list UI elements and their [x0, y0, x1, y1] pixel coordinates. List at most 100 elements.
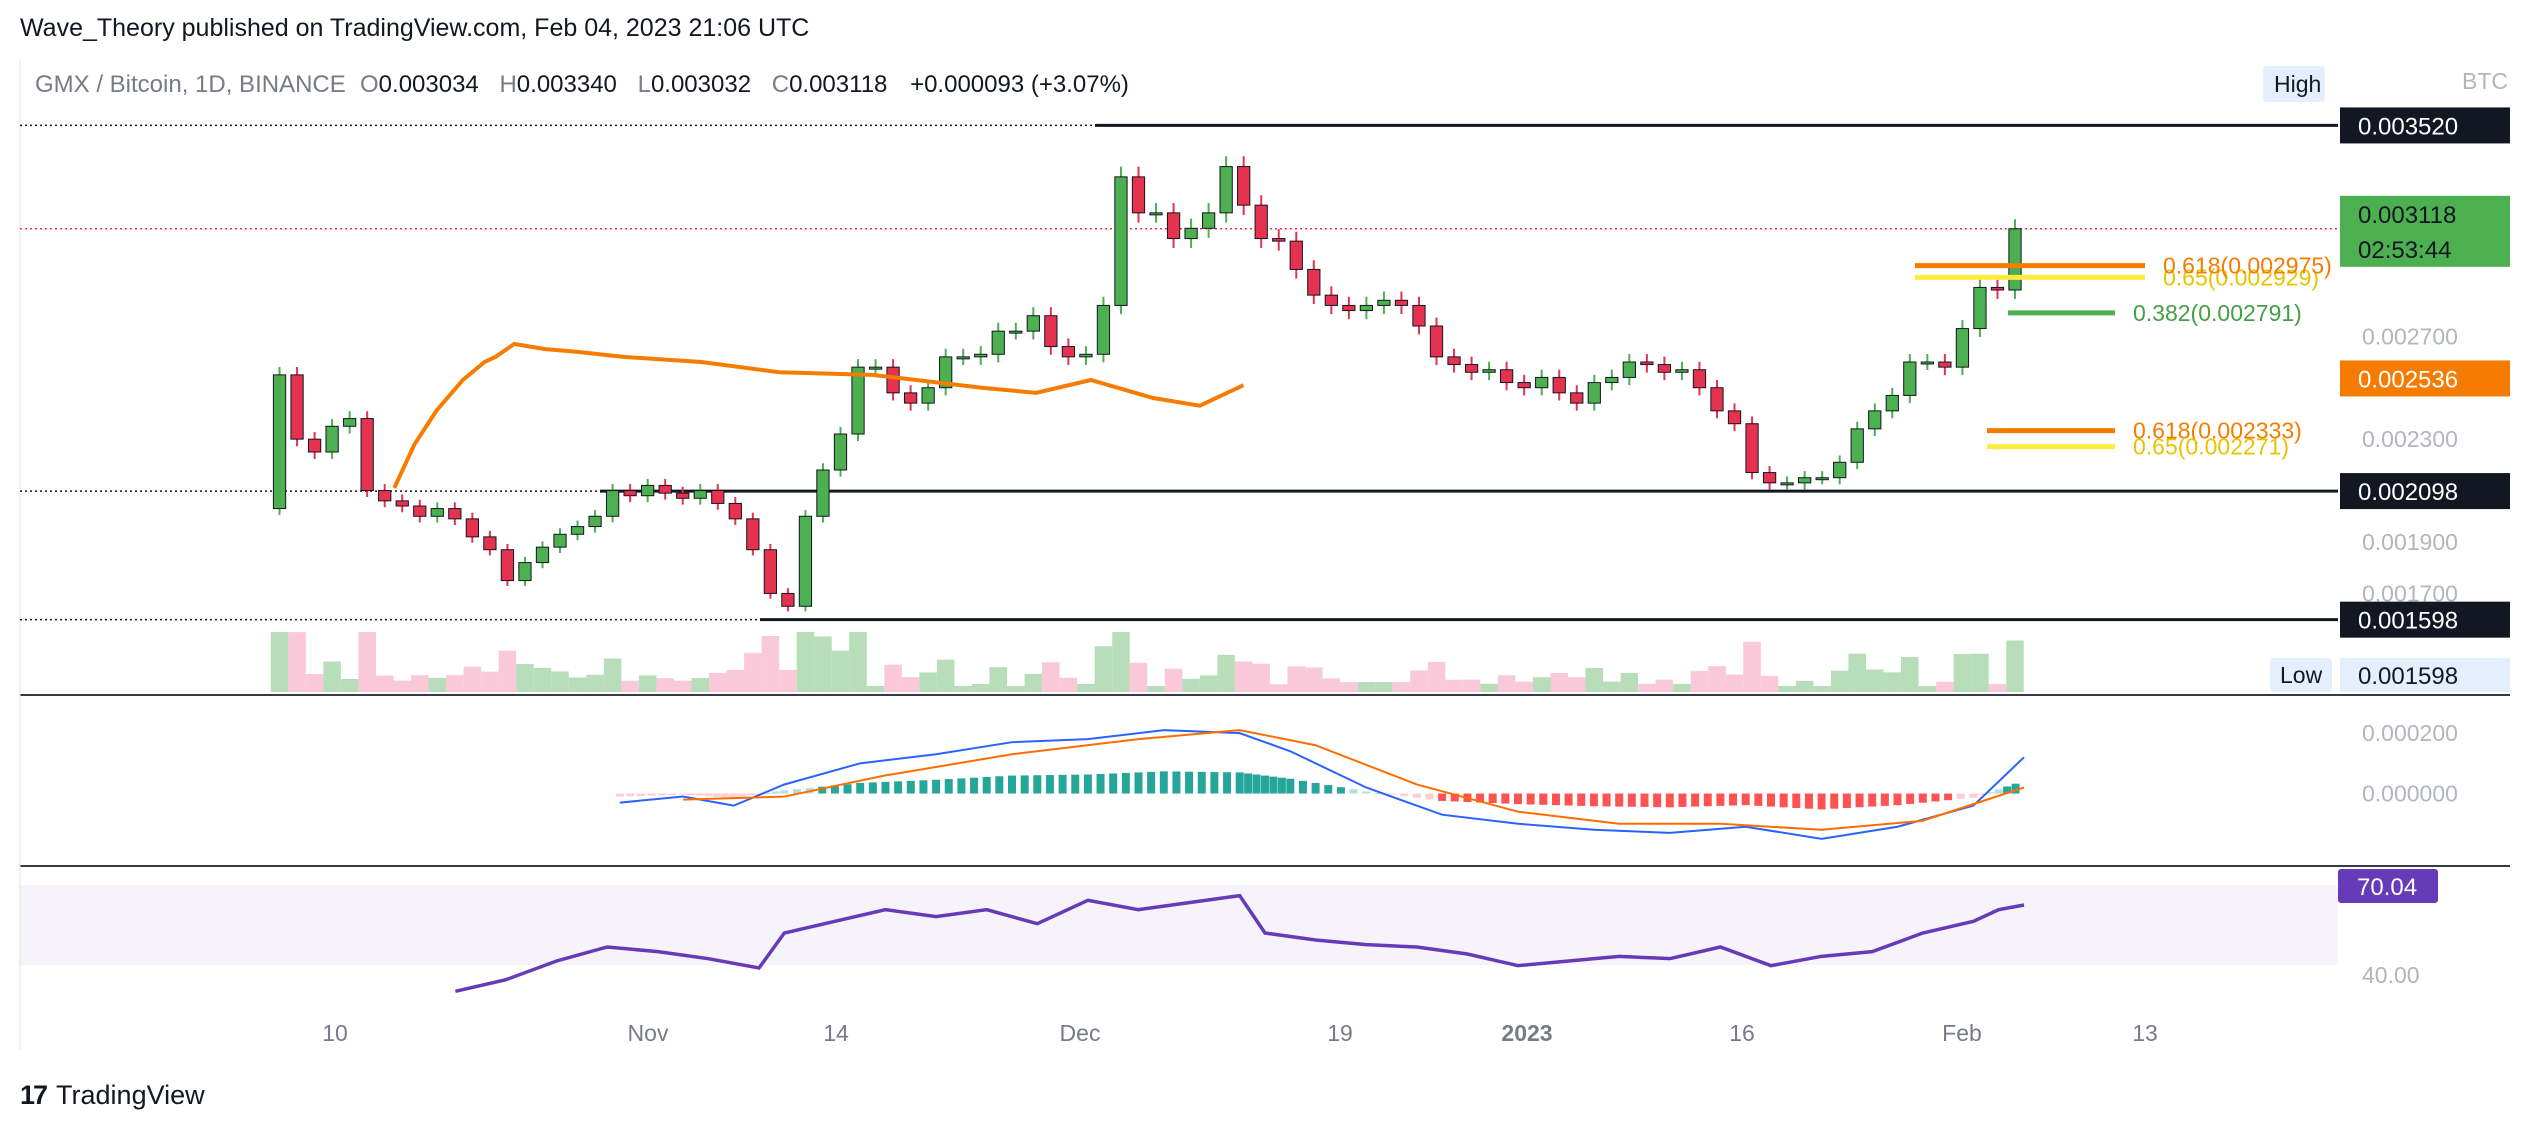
volume-bar [533, 667, 552, 692]
low-value-box [2340, 658, 2510, 692]
macd-histogram-bar [1716, 793, 1725, 806]
candle-body [360, 418, 374, 492]
volume-bar [463, 666, 482, 692]
macd-histogram-bar [1640, 793, 1649, 807]
tradingview-mark-icon: 17 [20, 1080, 48, 1110]
volume-bar [831, 650, 850, 692]
macd-histogram-bar [1526, 793, 1535, 805]
macd-histogram-bar [1893, 793, 1902, 806]
macd-histogram-bar [1298, 780, 1307, 794]
macd-histogram-bar [1741, 793, 1750, 806]
volume-bar [691, 678, 710, 692]
macd-histogram-bar [982, 776, 991, 794]
rsi-value-box [2338, 869, 2438, 903]
macd-histogram-bar [1185, 771, 1194, 794]
macd-histogram-bar [1412, 793, 1421, 798]
candle-body [1920, 361, 1934, 365]
volume-bar [270, 632, 289, 692]
candle-body [1535, 376, 1549, 389]
volume-bar [1550, 673, 1568, 692]
volume-bar [393, 680, 412, 692]
ema-line [392, 341, 1245, 489]
macd-histogram-bar [626, 793, 635, 797]
time-tick: 16 [1729, 1020, 1755, 1046]
macd-histogram-bar [679, 793, 688, 795]
candle-body [1009, 330, 1023, 334]
candle-body [641, 484, 655, 497]
macd-histogram-bar [1311, 782, 1320, 794]
candle-body [1482, 369, 1496, 373]
macd-histogram-bar [1058, 774, 1067, 794]
price-scale[interactable]: BTCHigh0.0027000.0023000.0019000.0017000… [2263, 66, 2510, 988]
macd-histogram-bar [1691, 793, 1700, 807]
macd-histogram-bar [1779, 793, 1788, 808]
rsi-pane [455, 893, 2025, 994]
candle-body [1254, 204, 1268, 240]
candle-body [1061, 346, 1076, 358]
macd-histogram-bar [1336, 787, 1345, 794]
macd-histogram-bar [1830, 793, 1839, 809]
volume-bar [1410, 670, 1428, 692]
candle-body [1342, 304, 1356, 312]
candle-body [974, 353, 988, 358]
macd-histogram-bar [1665, 793, 1674, 808]
horizontal-levels [20, 123, 2338, 622]
macd-histogram-bar [1387, 793, 1396, 795]
volume-bar [586, 674, 604, 692]
macd-histogram-bar [615, 793, 624, 797]
candle-body [658, 484, 672, 494]
price-label-box [2340, 195, 2510, 232]
time-axis[interactable]: 10 Nov 14 Dec 19 2023 16 Feb 13 [322, 1020, 2158, 1046]
volume-bar [1007, 686, 1025, 692]
price-label: 0.003520 [2358, 113, 2458, 140]
volume-bar [1988, 684, 2007, 692]
publish-info: Wave_Theory published on TradingView.com… [20, 14, 810, 42]
volume-bar [1883, 672, 1902, 692]
rsi-line [455, 893, 2025, 994]
volume-bar [446, 675, 464, 692]
candle-body [1938, 361, 1952, 368]
candle-body [1692, 369, 1707, 389]
macd-histogram-bar [1109, 773, 1118, 794]
macd-histogram-bar [704, 793, 713, 797]
macd-histogram-bar [668, 793, 677, 795]
candle-body [1587, 382, 1601, 404]
candle-body [1833, 461, 1847, 479]
volume-bar [1427, 661, 1446, 692]
candle-body [413, 505, 427, 517]
candle-body [1237, 166, 1251, 206]
macd-histogram-bar [1223, 772, 1232, 794]
candle-body [605, 490, 620, 517]
volume-bar [1445, 679, 1463, 692]
macd-histogram-bar [1944, 793, 1953, 801]
macd-histogram-bar [894, 781, 903, 794]
macd-histogram-bar [919, 780, 928, 794]
candle-body [1289, 240, 1303, 270]
ohlc-values: O0.003034 H0.003340 L0.003032 C0.003118 … [360, 71, 1129, 98]
volume-bar [971, 683, 990, 692]
candle-body [1727, 410, 1742, 425]
macd-histogram-bar [1362, 791, 1371, 794]
macd-histogram-bar [712, 793, 721, 797]
candle-body [1850, 428, 1864, 463]
volume-bar [1638, 683, 1656, 692]
volume-bar [673, 680, 692, 692]
volume-bar [1971, 653, 1989, 692]
macd-histogram-bar [2011, 783, 2020, 794]
candle-body [430, 508, 444, 517]
fib-label: 0.618(0.002333) [2133, 418, 2302, 444]
volume-bar [1182, 678, 1200, 692]
macd-histogram-bar [1008, 775, 1016, 794]
volume-bar [1813, 686, 1831, 692]
macd-histogram-bar [1880, 793, 1889, 806]
macd-histogram-bar [780, 790, 789, 794]
candle-body [1184, 227, 1198, 240]
macd-histogram-bar [1792, 793, 1801, 808]
candle-body [1868, 410, 1882, 430]
candle-body [1552, 376, 1566, 394]
macd-histogram-bar [957, 778, 966, 794]
volume-bar [1918, 686, 1937, 692]
price-tick: 0.002300 [2362, 426, 2458, 452]
candle-body [1710, 387, 1724, 412]
